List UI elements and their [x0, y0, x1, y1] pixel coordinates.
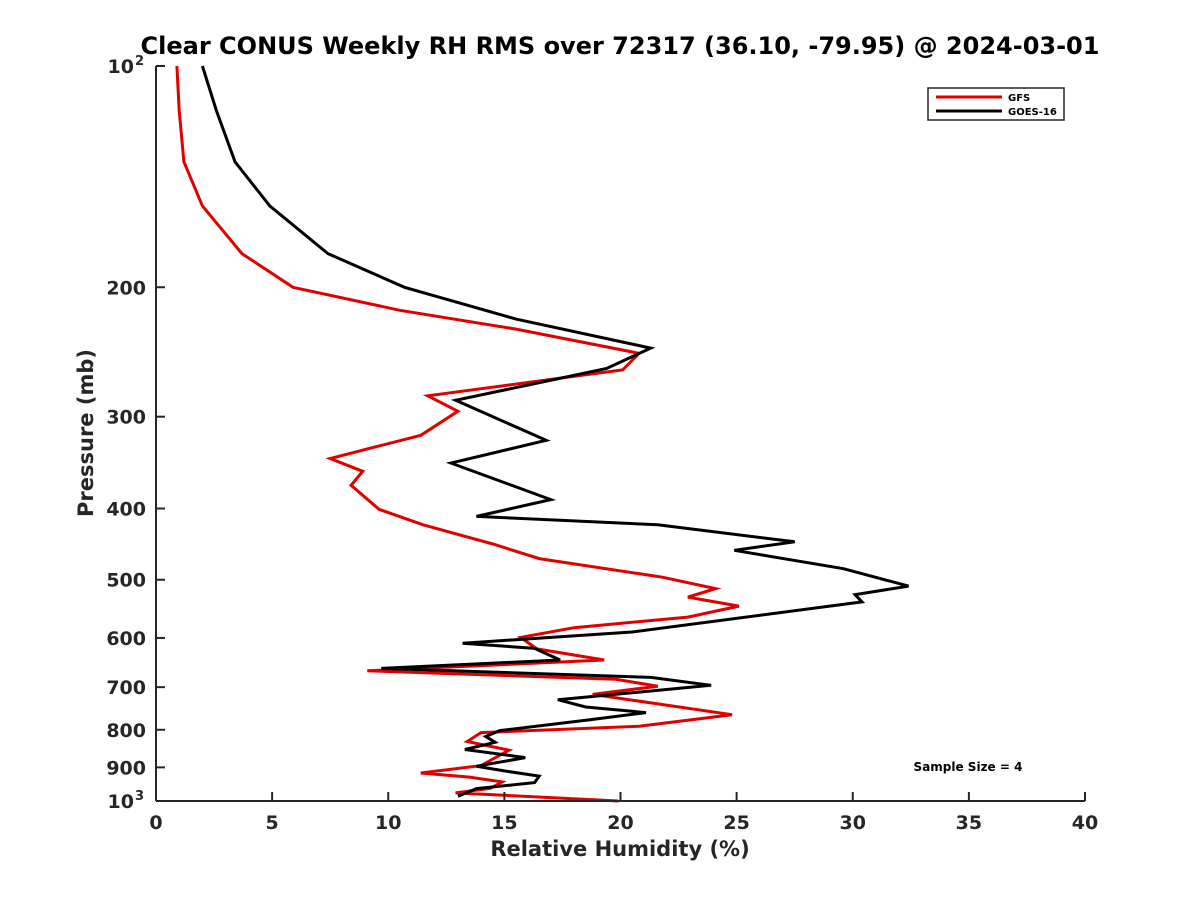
- x-tick-label: 30: [840, 812, 866, 834]
- y-axis-label: Pressure (mb): [74, 349, 98, 517]
- x-tick-label: 10: [375, 812, 401, 834]
- series-layer: [175, 65, 909, 803]
- x-tick-label: 25: [723, 812, 749, 834]
- chart-title: Clear CONUS Weekly RH RMS over 72317 (36…: [141, 32, 1100, 60]
- x-tick-label: 5: [266, 812, 279, 834]
- y-tick-label: 400: [106, 499, 146, 521]
- y-tick-label: 800: [106, 720, 146, 742]
- y-tick-label: 300: [106, 407, 146, 429]
- y-tick-label: 600: [106, 628, 146, 650]
- sample-size-annotation: Sample Size = 4: [914, 760, 1023, 774]
- x-tick-label: 20: [607, 812, 633, 834]
- legend-entry-label: GOES-16: [1008, 107, 1057, 118]
- y-tick-label: 10: [108, 56, 134, 78]
- y-tick-label: 700: [106, 677, 146, 699]
- legend: GFS GOES-16: [927, 87, 1065, 121]
- y-tick-exponent: 3: [135, 789, 144, 804]
- x-axis-label: Relative Humidity (%): [490, 837, 749, 861]
- y-tick-label: 500: [106, 570, 146, 592]
- x-tick-label: 0: [149, 812, 162, 834]
- legend-box: [927, 87, 1065, 121]
- plot-area: [156, 66, 1085, 801]
- y-tick-label: 200: [106, 277, 146, 299]
- y-tick-exponent: 2: [135, 54, 144, 69]
- y-tick-label: 10: [108, 791, 134, 813]
- y-tick-label: 900: [106, 757, 146, 779]
- x-tick-label: 35: [956, 812, 982, 834]
- series-line-goes-16: [200, 65, 909, 798]
- legend-entry-label: GFS: [1008, 93, 1030, 104]
- x-tick-label: 15: [491, 812, 517, 834]
- x-tick-label: 40: [1072, 812, 1098, 834]
